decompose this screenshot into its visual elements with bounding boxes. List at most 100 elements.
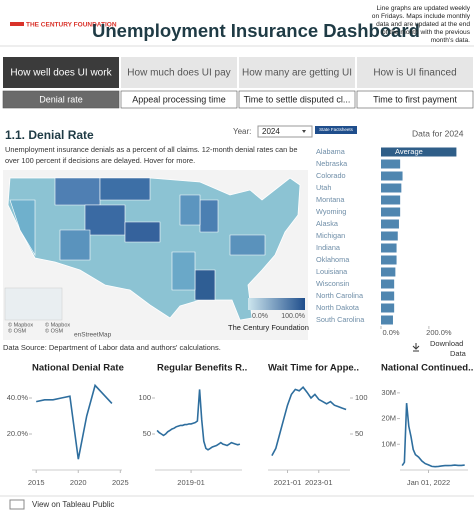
subtab[interactable] xyxy=(238,90,356,109)
chart-title: Wait Time for Appe.. xyxy=(268,363,359,374)
download[interactable]: Data xyxy=(450,349,467,358)
map-legend-scale xyxy=(248,298,305,310)
download[interactable]: Download xyxy=(430,339,463,348)
logo: THE CENTURY FOUNDATION xyxy=(26,22,117,29)
subtab[interactable] xyxy=(2,90,120,109)
data-source: Data Source: Department of Labor data an… xyxy=(3,343,221,352)
average-bar xyxy=(381,147,457,157)
note-line: of the month with the previous xyxy=(382,29,471,36)
bar[interactable] xyxy=(381,171,403,181)
category-label: Colorado xyxy=(316,171,346,180)
subtab[interactable] xyxy=(356,90,474,109)
bar[interactable] xyxy=(381,207,401,217)
bar[interactable] xyxy=(381,315,393,325)
tableau-icon xyxy=(9,499,25,510)
attribution: enStreetMap xyxy=(74,332,112,339)
select-arrow xyxy=(302,130,306,133)
state[interactable] xyxy=(59,229,91,261)
map-states xyxy=(9,177,266,301)
attribution: © OSM xyxy=(8,327,27,334)
y-tick-label: 20.0% xyxy=(7,429,29,438)
x-tick-label: 2021-01 xyxy=(274,478,302,487)
state[interactable] xyxy=(171,251,196,291)
map-inset xyxy=(4,287,63,321)
year-select[interactable] xyxy=(257,125,313,138)
factsheet-button[interactable] xyxy=(315,126,357,134)
y-tick-label: 50 xyxy=(355,429,363,438)
state[interactable] xyxy=(229,234,266,256)
category-label: Montana xyxy=(316,195,345,204)
category-label: Alabama xyxy=(316,147,346,156)
bar[interactable] xyxy=(381,195,401,205)
subtab-label[interactable]: Denial rate xyxy=(39,94,83,104)
tab-label[interactable]: How is UI financed xyxy=(373,68,456,79)
factsheet-label[interactable]: State Factsheets xyxy=(319,127,354,132)
footer-link[interactable]: View on Tableau Public xyxy=(32,500,114,509)
tab[interactable] xyxy=(357,57,473,88)
tab[interactable] xyxy=(121,57,237,88)
map-legend-label: 0.0% xyxy=(252,313,268,320)
tab-label[interactable]: How well does UI work xyxy=(10,68,112,79)
y-tick-label: 10M xyxy=(381,439,396,448)
chart-title: National Continued.. xyxy=(381,363,473,374)
bar[interactable] xyxy=(381,291,395,301)
download-icon[interactable] xyxy=(412,343,420,352)
tab-label[interactable]: How many are getting UI xyxy=(242,68,352,79)
bar[interactable] xyxy=(381,219,399,229)
line[interactable] xyxy=(401,403,465,468)
category-label: Nebraska xyxy=(316,159,348,168)
state[interactable] xyxy=(99,177,151,201)
state[interactable] xyxy=(124,221,161,243)
y-tick-label: 30M xyxy=(381,388,396,397)
category-label: Indiana xyxy=(316,243,341,252)
description-line: over 100 percent if decisions are delaye… xyxy=(5,156,195,165)
tabs: How well does UI work How much does UI pa… xyxy=(2,57,474,109)
category-label: North Carolina xyxy=(316,291,364,300)
bar[interactable] xyxy=(381,183,402,193)
map-credit: The Century Foundation xyxy=(228,323,309,332)
attribution: © OSM xyxy=(45,327,64,334)
category-label: Louisiana xyxy=(316,267,348,276)
x-tick-label: 2023-01 xyxy=(305,478,333,487)
x-tick-label: 2020 xyxy=(70,478,87,487)
bar[interactable] xyxy=(381,255,397,265)
subtab-label[interactable]: Appeal processing time xyxy=(132,94,226,104)
subtab[interactable] xyxy=(120,90,238,109)
state[interactable] xyxy=(9,199,36,257)
x-tick-label: Jan 01, 2022 xyxy=(407,478,450,487)
bar[interactable] xyxy=(381,159,401,169)
state[interactable] xyxy=(54,177,101,206)
average-label: Average xyxy=(395,147,423,156)
subtab-label[interactable]: Time to first payment xyxy=(373,94,457,104)
charts: 0.0% 200.0% Alabama Nebraska Colorado Utah Mon… xyxy=(7,147,474,487)
line[interactable] xyxy=(271,386,347,456)
bar[interactable] xyxy=(381,231,398,241)
y-tick-label: 20M xyxy=(381,414,396,423)
year-value[interactable]: 2024 xyxy=(262,127,280,136)
note-line: Line graphs are updated weekly xyxy=(377,5,471,12)
state[interactable] xyxy=(199,199,219,233)
line[interactable] xyxy=(156,389,241,451)
category-label: South Carolina xyxy=(316,315,365,324)
description: Unemployment insurance denials as a perc… xyxy=(5,145,298,165)
subtab-label[interactable]: Time to settle disputed cl... xyxy=(244,94,351,104)
y-tick-label: 40.0% xyxy=(7,393,29,402)
line[interactable] xyxy=(36,383,113,460)
y-tick-label: 100 xyxy=(138,393,151,402)
bar[interactable] xyxy=(381,303,395,313)
category-label: Utah xyxy=(316,183,331,192)
logo-mark xyxy=(10,22,24,26)
bar[interactable] xyxy=(381,243,397,253)
us-map[interactable] xyxy=(7,177,301,321)
bar[interactable] xyxy=(381,279,395,289)
attribution: © Mapbox xyxy=(45,321,70,328)
state[interactable] xyxy=(179,194,201,226)
tab-label[interactable]: How much does UI pay xyxy=(127,68,230,79)
tab[interactable] xyxy=(3,57,119,88)
category-label: Oklahoma xyxy=(316,255,350,264)
state[interactable] xyxy=(84,204,126,236)
bar[interactable] xyxy=(381,267,396,277)
tab[interactable] xyxy=(239,57,355,88)
title: Unemployment Insurance Dashboard xyxy=(92,20,420,41)
state[interactable] xyxy=(194,269,216,301)
